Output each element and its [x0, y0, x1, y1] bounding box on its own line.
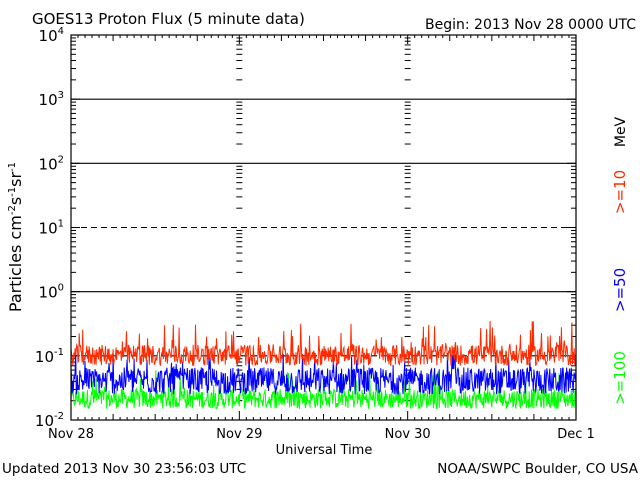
x-tick-label: Nov 28 [48, 427, 94, 442]
unit-label: MeV [613, 116, 629, 147]
series-line-ge10 [70, 320, 577, 367]
legend-ge10: >=10 [611, 170, 629, 214]
credit-label: NOAA/SWPC Boulder, CO USA [437, 461, 639, 477]
y-tick-label: 10-1 [35, 347, 64, 366]
chart-title: GOES13 Proton Flux (5 minute data) [32, 10, 305, 28]
series-line-ge50 [70, 351, 577, 395]
updated-label: Updated 2013 Nov 30 23:56:03 UTC [2, 461, 246, 477]
x-tick-label: Nov 29 [216, 427, 262, 442]
series-line-ge100 [70, 370, 577, 410]
legend-ge100: >=100 [611, 351, 629, 405]
x-tick-label: Dec 1 [557, 427, 595, 442]
begin-time-label: Begin: 2013 Nov 28 0000 UTC [425, 17, 636, 33]
y-axis-label: Particles cm-2s-1sr-1 [6, 162, 25, 312]
y-tick-label: 100 [39, 283, 64, 302]
series-layer [70, 320, 577, 410]
y-tick-label: 103 [39, 90, 64, 109]
x-tick-label: Nov 30 [385, 427, 431, 442]
y-tick-label: 102 [39, 154, 64, 173]
x-axis-label: Universal Time [276, 443, 373, 458]
plot-frame [70, 34, 577, 421]
legend-ge50: >=50 [611, 268, 629, 312]
y-tick-label: 101 [39, 219, 64, 238]
y-tick-label: 104 [39, 26, 64, 45]
x-tick-labels: Nov 28 Nov 29 Nov 30 Dec 1 [48, 427, 595, 442]
